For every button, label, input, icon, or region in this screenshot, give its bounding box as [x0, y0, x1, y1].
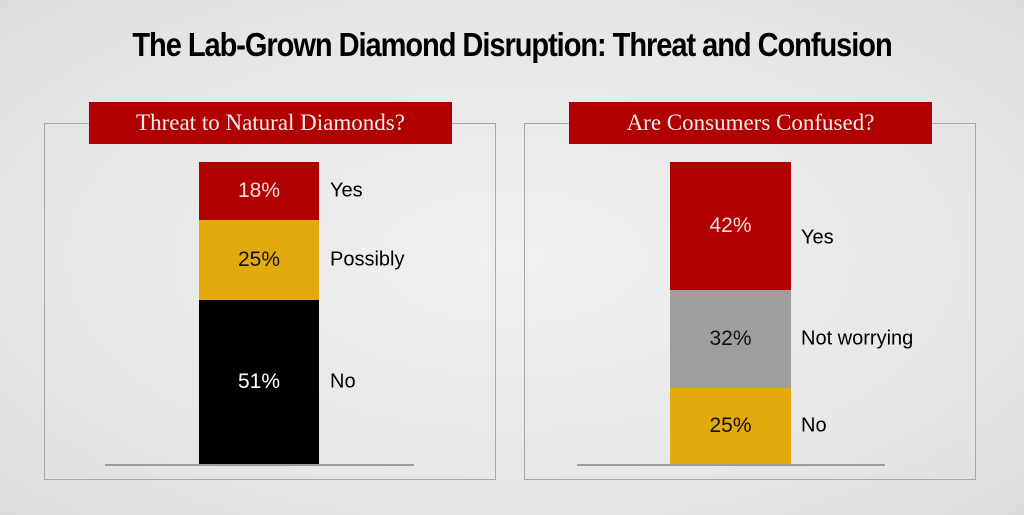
category-label: No — [801, 414, 827, 437]
value-label: 32% — [709, 326, 752, 350]
bar-segment-possibly: 25% — [199, 219, 319, 301]
bar-segment-no: 51% — [199, 300, 319, 464]
page-title: The Lab-Grown Diamond Disruption: Threat… — [132, 26, 892, 63]
bar-segment-no: 25% — [670, 387, 791, 464]
category-label: Possibly — [330, 248, 405, 271]
value-label: 18% — [237, 178, 281, 202]
bar-segment-yes: 42% — [670, 162, 791, 291]
value-label: 25% — [709, 413, 752, 437]
chart-title-threat: Threat to Natural Diamonds? — [89, 102, 452, 144]
bar-segment-not-worrying: 32% — [670, 290, 791, 388]
value-label: 25% — [237, 247, 281, 271]
baseline-threat — [105, 464, 414, 466]
category-label: No — [330, 370, 356, 393]
bar-segment-yes: 18% — [199, 162, 319, 220]
baseline-confused — [577, 464, 885, 466]
value-label: 51% — [237, 370, 281, 394]
value-label: 42% — [709, 214, 752, 238]
category-label: Not worrying — [801, 327, 914, 350]
chart-title-confused: Are Consumers Confused? — [569, 102, 932, 144]
category-label: Yes — [330, 179, 363, 202]
category-label: Yes — [801, 226, 834, 249]
